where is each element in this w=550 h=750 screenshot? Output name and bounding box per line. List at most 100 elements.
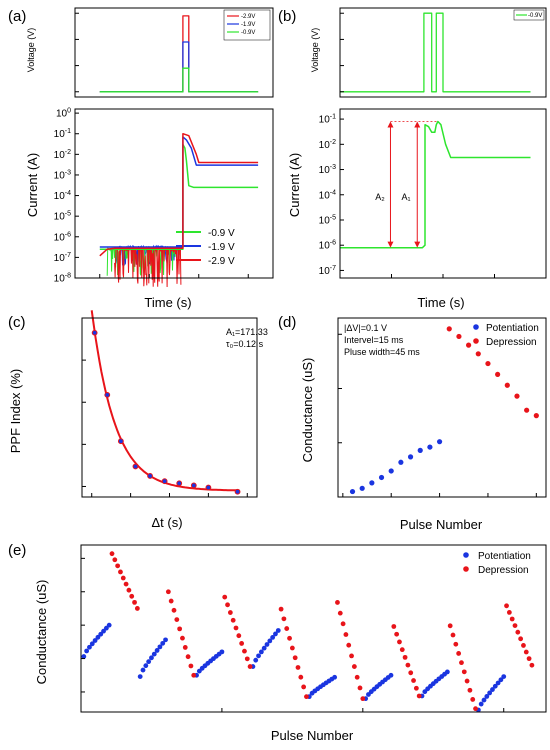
current-series-0 <box>340 120 531 249</box>
potentiation-point <box>149 655 154 661</box>
y-tick-label: 10-8 <box>54 273 71 285</box>
depression-point <box>134 606 140 611</box>
y-tick-label: 100 <box>56 108 71 120</box>
tick-exponent: -4 <box>330 189 336 196</box>
potentiation-point <box>398 459 404 465</box>
tick-exponent: -7 <box>65 252 71 259</box>
depression-point <box>239 641 245 646</box>
tick-exponent: -5 <box>65 211 71 218</box>
tick-base: 10 <box>54 129 66 140</box>
tick-exponent: -3 <box>330 164 336 171</box>
panel-e-frame <box>80 544 547 713</box>
depression-point <box>129 593 135 599</box>
legend-label: -0.9V <box>241 30 255 36</box>
tick-exponent: -1 <box>65 128 71 135</box>
depression-point <box>453 641 459 647</box>
tick-base: 10 <box>54 150 66 161</box>
potentiation-point <box>103 625 109 631</box>
depression-point <box>397 639 402 645</box>
potentiation-point <box>273 631 278 637</box>
depression-point <box>298 674 304 680</box>
panel-a-current-frame <box>74 108 274 279</box>
current-series-0 <box>99 143 259 250</box>
potentiation-point <box>501 674 507 679</box>
y-tick-label: 10-6 <box>319 240 336 252</box>
depression-point <box>402 654 408 660</box>
legend-e: Potentiation Depression <box>463 551 531 576</box>
depression-point <box>357 685 363 691</box>
depression-point <box>340 621 346 627</box>
tick-base: 10 <box>54 170 66 181</box>
tick-base: 10 <box>54 274 66 285</box>
potentiation-point <box>146 659 152 665</box>
voltage-series-1 <box>99 41 259 93</box>
tick-exponent: -1 <box>330 114 336 121</box>
depression-point <box>506 609 512 615</box>
depression-point <box>247 664 253 669</box>
depression-point <box>304 694 309 700</box>
depression-point <box>233 625 239 631</box>
depression-point <box>185 654 191 660</box>
depression-point <box>456 333 462 340</box>
depression-point <box>287 635 292 641</box>
depression-point <box>171 607 177 613</box>
depression-point <box>391 624 397 629</box>
depression-point <box>227 610 233 615</box>
tick-exponent: -2 <box>330 139 336 146</box>
condition-pulse-width: Pluse width=45 ms <box>344 347 420 357</box>
depression-point <box>301 684 307 690</box>
legend-marker-red <box>473 338 479 344</box>
arrow-a1-head-top <box>414 121 421 128</box>
depression-point <box>504 382 510 388</box>
y-tick-label: 10-5 <box>319 214 336 226</box>
current-series-2 <box>99 132 259 257</box>
potentiation-point <box>498 677 504 683</box>
y-tick-label: 10-6 <box>54 231 71 243</box>
potentiation-point <box>253 657 259 663</box>
legend-label: -0.9 V <box>208 228 235 239</box>
depression-point <box>533 413 539 419</box>
potentiation-point <box>388 672 394 678</box>
potentiation-point <box>270 634 276 640</box>
axis-title-e-pulse: Pulse Number <box>271 728 354 743</box>
potentiation-point <box>151 651 157 657</box>
depression-point <box>526 656 532 662</box>
depression-point <box>242 648 247 654</box>
tick-base: 10 <box>319 266 331 277</box>
legend-label: Depression <box>478 565 529 576</box>
tick-exponent: -3 <box>65 169 71 176</box>
tick-exponent: -7 <box>330 265 336 272</box>
depression-point <box>174 617 180 622</box>
depression-point <box>354 674 360 680</box>
y-tick-label: 10-2 <box>319 139 336 151</box>
depression-point <box>112 557 118 563</box>
depression-point <box>475 351 481 357</box>
y-tick-label: 10-5 <box>54 211 71 223</box>
depression-point <box>180 635 185 641</box>
potentiation-point <box>378 474 385 481</box>
depression-point <box>446 326 452 332</box>
tick-base: 10 <box>319 115 331 126</box>
depression-point <box>346 642 352 648</box>
depression-point <box>292 655 298 661</box>
legend-a-current: -0.9 V -1.9 V -2.9 V <box>176 228 235 267</box>
depression-point <box>529 662 535 668</box>
depression-point <box>447 623 453 629</box>
depression-point <box>512 623 518 629</box>
tick-base: 10 <box>319 241 331 252</box>
potentiation-point <box>163 637 168 643</box>
potentiation-point <box>275 628 281 633</box>
depression-point <box>413 685 419 691</box>
axis-title-b-current: Current (A) <box>287 153 302 217</box>
potentiation-point <box>478 701 484 707</box>
depression-point <box>394 631 400 637</box>
depression-point <box>278 606 284 612</box>
potentiation-point <box>219 649 225 655</box>
tick-exponent: -4 <box>65 190 71 197</box>
potentiation-point <box>106 622 112 628</box>
axis-title-c-ppf: PPF Index (%) <box>8 369 23 454</box>
potentiation-point <box>267 638 273 644</box>
panel-label-c: (c) <box>8 314 26 331</box>
potentiation-point <box>427 444 433 450</box>
potentiation-point <box>484 694 490 699</box>
